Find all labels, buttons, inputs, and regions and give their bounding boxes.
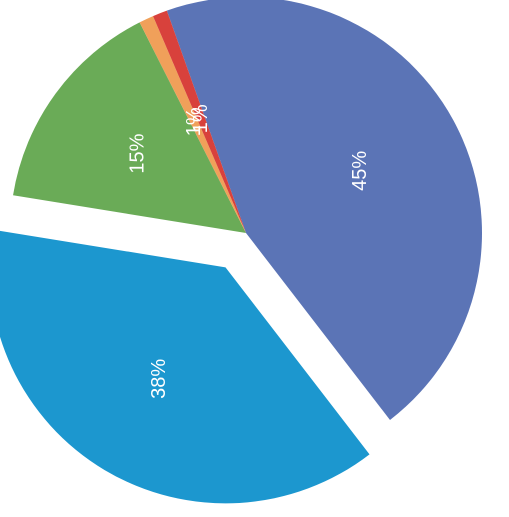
pie-slices [0,0,482,504]
slice-label-1: 45% [349,151,371,191]
pie-slice-2 [0,230,370,504]
pie-slice-5 [153,10,246,234]
slice-label-4: 1% [183,107,205,136]
pie-slice-1 [166,0,482,420]
slice-label-2: 38% [148,359,170,399]
slice-labels: 45% 38% 15% 1%1% [126,104,371,399]
slice-label-3: 15% [126,133,148,173]
slice-label-5: 1% [190,104,212,133]
pie-slice-4 [139,16,246,233]
pie-slice-3 [13,22,246,233]
